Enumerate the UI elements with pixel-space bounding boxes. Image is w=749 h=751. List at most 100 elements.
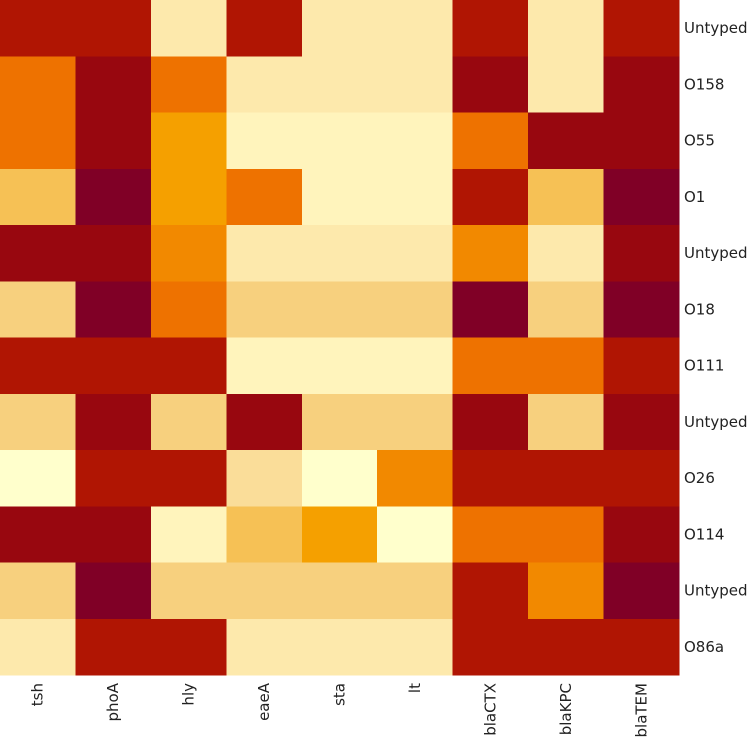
heatmap-cell-blakpc-row-10	[528, 506, 605, 564]
row-label: O26	[684, 469, 715, 487]
heatmap-cell-phoa-row-4	[75, 168, 152, 226]
heatmap-cell-eaea-row-12	[226, 618, 303, 676]
heatmap-cell-blatem-row-11	[603, 562, 680, 620]
heatmap-cell-lt-row-10	[377, 506, 454, 564]
heatmap-cell-blatem-row-2	[603, 56, 680, 114]
heatmap-cell-hly-row-6	[150, 281, 227, 339]
heatmap-cell-blatem-row-5	[603, 225, 680, 282]
heatmap-cell-tsh-row-3	[0, 112, 77, 170]
heatmap-cell-blactx-row-7	[452, 337, 529, 395]
heatmap-cell-tsh-row-5	[0, 225, 77, 282]
heatmap-cell-blactx-row-11	[452, 562, 529, 620]
heatmap-cell-sta-row-2	[301, 56, 378, 114]
heatmap-cell-phoa-row-8	[75, 393, 152, 451]
heatmap-cell-blatem-row-4	[603, 168, 680, 226]
heatmap-cell-sta-row-9	[301, 450, 378, 507]
heatmap-cell-phoa-row-9	[75, 450, 152, 507]
row-label: O18	[684, 300, 715, 318]
row-label: O158	[684, 75, 724, 93]
heatmap-cell-blatem-row-10	[603, 506, 680, 564]
heatmap-cell-blatem-row-12	[603, 618, 680, 676]
heatmap-cell-sta-row-12	[301, 618, 378, 676]
heatmap-cell-eaea-row-2	[226, 56, 303, 114]
heatmap-cell-eaea-row-6	[226, 281, 303, 339]
column-labels: tsh phoA hly eaeA sta lt blaCTX blaKPC blaTEM	[29, 682, 651, 737]
heatmap-cell-sta-row-1	[301, 0, 378, 57]
heatmap-cell-lt-row-8	[377, 393, 454, 451]
column-label: blaKPC	[557, 683, 575, 735]
heatmap-cell-blatem-row-8	[603, 393, 680, 451]
heatmap-cell-blactx-row-12	[452, 618, 529, 676]
heatmap-cell-blactx-row-3	[452, 112, 529, 170]
row-labels: Untyped O158 O55 O1 Untyped O18 O111 Untyped O26…	[684, 19, 748, 656]
heatmap-cell-tsh-row-10	[0, 506, 77, 564]
heatmap-cell-lt-row-12	[377, 618, 454, 676]
column-label: lt	[406, 683, 424, 693]
heatmap-cell-tsh-row-8	[0, 393, 77, 451]
heatmap-cell-hly-row-12	[150, 618, 227, 676]
heatmap-cell-blakpc-row-7	[528, 337, 605, 395]
heatmap-cell-blakpc-row-3	[528, 112, 605, 170]
heatmap-cell-blakpc-row-5	[528, 225, 605, 282]
heatmap-cell-sta-row-7	[301, 337, 378, 395]
heatmap-cell-hly-row-1	[150, 0, 227, 57]
heatmap-cell-sta-row-8	[301, 393, 378, 451]
heatmap-cell-blatem-row-1	[603, 0, 680, 57]
heatmap-cell-eaea-row-11	[226, 562, 303, 620]
heatmap-cell-blakpc-row-11	[528, 562, 605, 620]
heatmap-cell-eaea-row-1	[226, 0, 303, 57]
heatmap-cell-phoa-row-6	[75, 281, 152, 339]
heatmap-cell-lt-row-7	[377, 337, 454, 395]
column-label: tsh	[29, 683, 47, 706]
heatmap-cell-hly-row-8	[150, 393, 227, 451]
heatmap-cell-tsh-row-4	[0, 168, 77, 226]
heatmap-cell-blactx-row-6	[452, 281, 529, 339]
heatmap-cell-hly-row-11	[150, 562, 227, 620]
heatmap-cell-sta-row-10	[301, 506, 378, 564]
heatmap-cell-sta-row-5	[301, 225, 378, 282]
heatmap-cell-lt-row-9	[377, 450, 454, 507]
heatmap-cell-hly-row-7	[150, 337, 227, 395]
heatmap-cell-blactx-row-10	[452, 506, 529, 564]
row-label: Untyped	[684, 19, 748, 37]
column-label: sta	[331, 683, 349, 706]
heatmap-cell-eaea-row-9	[226, 450, 303, 507]
heatmap-cell-eaea-row-10	[226, 506, 303, 564]
heatmap-cell-blactx-row-1	[452, 0, 529, 57]
heatmap-cell-blakpc-row-8	[528, 393, 605, 451]
heatmap-cell-eaea-row-4	[226, 168, 303, 226]
heatmap-cell-phoa-row-2	[75, 56, 152, 114]
heatmap-cell-lt-row-6	[377, 281, 454, 339]
row-label: Untyped	[684, 413, 748, 431]
heatmap-cell-hly-row-2	[150, 56, 227, 114]
heatmap-cell-blakpc-row-1	[528, 0, 605, 57]
heatmap-cell-phoa-row-1	[75, 0, 152, 57]
heatmap-cell-phoa-row-3	[75, 112, 152, 170]
heatmap-cell-lt-row-2	[377, 56, 454, 114]
heatmap-cell-eaea-row-3	[226, 112, 303, 170]
heatmap-cell-tsh-row-2	[0, 56, 77, 114]
heatmap-cell-blakpc-row-9	[528, 450, 605, 507]
heatmap-cell-phoa-row-10	[75, 506, 152, 564]
heatmap-cell-blactx-row-9	[452, 450, 529, 507]
heatmap-cell-tsh-row-9	[0, 450, 77, 507]
heatmap-cell-blakpc-row-2	[528, 56, 605, 114]
heatmap-cell-blactx-row-2	[452, 56, 529, 114]
heatmap-cell-blatem-row-9	[603, 450, 680, 507]
row-label: Untyped	[684, 582, 748, 600]
heatmap-cell-eaea-row-7	[226, 337, 303, 395]
heatmap-cell-tsh-row-1	[0, 0, 77, 57]
heatmap-cell-blatem-row-3	[603, 112, 680, 170]
heatmap-cell-phoa-row-12	[75, 618, 152, 676]
heatmap-cell-tsh-row-7	[0, 337, 77, 395]
heatmap-cell-tsh-row-6	[0, 281, 77, 339]
heatmap-cell-blakpc-row-4	[528, 168, 605, 226]
heatmap-cell-phoa-row-7	[75, 337, 152, 395]
heatmap-cells	[0, 0, 680, 676]
heatmap-cell-hly-row-5	[150, 225, 227, 282]
heatmap-cell-blatem-row-6	[603, 281, 680, 339]
heatmap-cell-hly-row-4	[150, 168, 227, 226]
heatmap-cell-lt-row-4	[377, 168, 454, 226]
heatmap-cell-tsh-row-12	[0, 618, 77, 676]
